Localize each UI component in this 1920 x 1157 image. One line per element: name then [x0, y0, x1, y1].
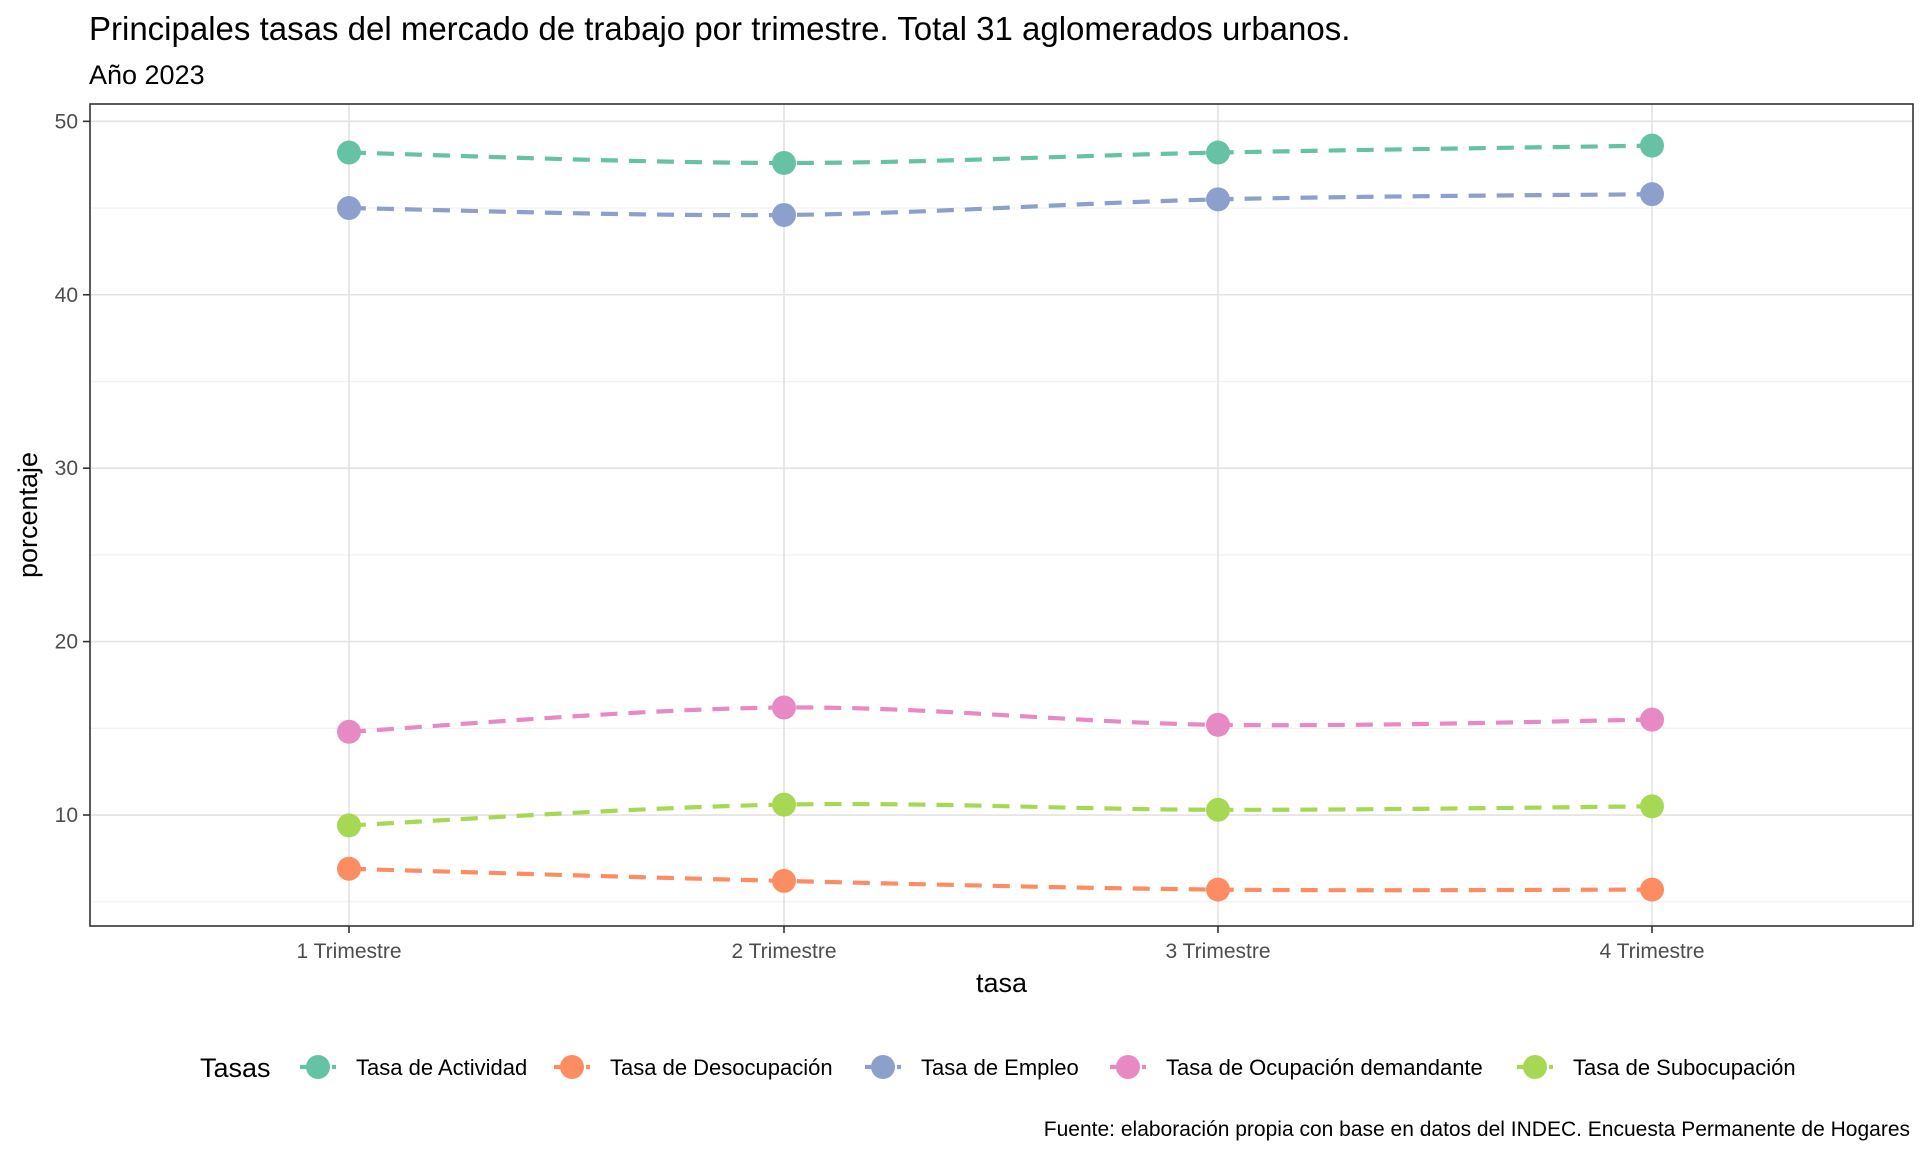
data-point-tasa-de-empleo	[1640, 182, 1664, 207]
series-line-tasa-de-subocupacion	[348, 801, 1653, 828]
legend-title: Tasas	[200, 1053, 271, 1083]
chart-title: Principales tasas del mercado de trabajo…	[89, 10, 1350, 47]
series-tasa-de-ocupacion-demandante	[337, 695, 1664, 744]
series-line-tasa-de-actividad	[348, 143, 1653, 166]
x-tick-label: 4 Trimestre	[1599, 940, 1704, 963]
legend-key-point	[560, 1055, 584, 1079]
legend-key-point	[306, 1055, 330, 1079]
series-layer	[337, 133, 1664, 902]
legend-item: Tasa de Actividad	[300, 1055, 527, 1080]
data-point-tasa-de-actividad	[1640, 133, 1664, 158]
series-tasa-de-desocupacion	[337, 856, 1664, 902]
y-tick-label: 10	[55, 804, 78, 827]
plot-background	[90, 104, 1913, 926]
data-point-tasa-de-subocupacion	[1206, 797, 1230, 822]
series-line-tasa-de-ocupacion-demandante	[348, 705, 1653, 734]
series-line-tasa-de-empleo	[348, 192, 1653, 218]
series-tasa-de-empleo	[337, 182, 1664, 227]
y-tick-label: 40	[55, 284, 78, 307]
data-point-tasa-de-ocupacion-demandante	[1206, 712, 1230, 737]
chart-caption: Fuente: elaboración propia con base en d…	[1044, 1118, 1910, 1141]
series-tasa-de-actividad	[337, 133, 1664, 175]
data-point-tasa-de-desocupacion	[772, 868, 796, 893]
data-point-tasa-de-subocupacion	[337, 813, 361, 838]
legend-label: Tasa de Desocupación	[610, 1055, 833, 1080]
x-tick-label: 1 Trimestre	[296, 940, 401, 963]
data-point-tasa-de-actividad	[772, 150, 796, 175]
series-tasa-de-subocupacion	[337, 792, 1664, 838]
x-axis-title: tasa	[976, 968, 1028, 998]
data-point-tasa-de-subocupacion	[1640, 794, 1664, 819]
y-axis: 10 20 30 40 50	[55, 110, 90, 827]
data-point-tasa-de-ocupacion-demandante	[772, 695, 796, 720]
chart-subtitle: Año 2023	[89, 60, 205, 90]
data-point-tasa-de-desocupacion	[337, 856, 361, 881]
legend: Tasas Tasa de Actividad Tasa de Desocupac…	[200, 1053, 1796, 1083]
data-point-tasa-de-empleo	[772, 202, 796, 227]
legend-item: Tasa de Subocupación	[1517, 1055, 1796, 1080]
data-point-tasa-de-actividad	[337, 140, 361, 165]
legend-key-point	[871, 1055, 895, 1079]
data-point-tasa-de-ocupacion-demandante	[1640, 707, 1664, 732]
legend-label: Tasa de Empleo	[921, 1055, 1079, 1080]
legend-label: Tasa de Ocupación demandante	[1166, 1055, 1483, 1080]
legend-key-point	[1116, 1055, 1140, 1079]
data-point-tasa-de-empleo	[337, 196, 361, 221]
legend-item: Tasa de Ocupación demandante	[1110, 1055, 1483, 1080]
legend-label: Tasa de Subocupación	[1573, 1055, 1796, 1080]
legend-item: Tasa de Desocupación	[554, 1055, 833, 1080]
data-point-tasa-de-desocupacion	[1640, 877, 1664, 902]
y-axis-title: porcentaje	[13, 452, 43, 578]
series-line-tasa-de-desocupacion	[348, 866, 1653, 893]
y-tick-label: 20	[55, 631, 78, 654]
data-point-tasa-de-actividad	[1206, 140, 1230, 165]
y-tick-label: 50	[55, 110, 78, 133]
legend-key-point	[1523, 1055, 1547, 1079]
legend-item: Tasa de Empleo	[865, 1055, 1079, 1080]
x-tick-label: 2 Trimestre	[731, 940, 836, 963]
legend-label: Tasa de Actividad	[356, 1055, 527, 1080]
x-tick-label: 3 Trimestre	[1165, 940, 1270, 963]
data-point-tasa-de-ocupacion-demandante	[337, 719, 361, 744]
plot-panel-border	[89, 103, 1914, 927]
data-point-tasa-de-desocupacion	[1206, 877, 1230, 902]
data-point-tasa-de-subocupacion	[772, 792, 796, 817]
x-axis: 1 Trimestre 2 Trimestre 3 Trimestre 4 Trime…	[296, 926, 1705, 963]
data-point-tasa-de-empleo	[1206, 187, 1230, 212]
plot-area	[90, 104, 1913, 926]
y-tick-label: 30	[55, 457, 78, 480]
